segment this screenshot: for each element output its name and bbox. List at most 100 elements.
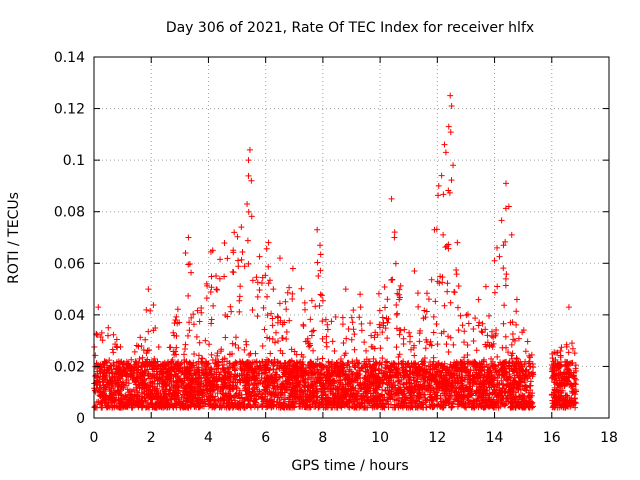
data-point bbox=[499, 381, 506, 388]
data-point bbox=[398, 376, 405, 383]
data-point bbox=[305, 370, 312, 377]
data-point bbox=[419, 361, 426, 368]
data-point bbox=[241, 402, 248, 409]
data-point bbox=[350, 307, 357, 314]
data-point bbox=[298, 285, 305, 292]
data-point bbox=[499, 395, 506, 402]
data-point bbox=[500, 400, 507, 407]
data-point bbox=[94, 332, 101, 339]
data-point bbox=[191, 351, 198, 358]
data-point bbox=[323, 339, 330, 346]
data-point bbox=[256, 370, 263, 377]
data-point bbox=[259, 358, 266, 365]
data-point bbox=[368, 332, 375, 339]
data-point bbox=[155, 343, 162, 350]
data-point bbox=[383, 315, 390, 322]
data-point bbox=[411, 372, 418, 379]
data-point bbox=[196, 339, 203, 346]
data-point bbox=[235, 263, 242, 270]
data-point bbox=[248, 364, 255, 371]
data-point bbox=[363, 396, 370, 403]
data-point bbox=[511, 363, 518, 370]
data-point bbox=[318, 362, 325, 369]
data-point bbox=[375, 290, 382, 297]
data-point bbox=[356, 314, 363, 321]
data-point bbox=[99, 337, 106, 344]
data-point bbox=[144, 362, 151, 369]
data-point bbox=[350, 398, 357, 405]
data-point bbox=[302, 365, 309, 372]
data-point bbox=[308, 332, 315, 339]
data-point bbox=[416, 338, 423, 345]
data-point bbox=[444, 280, 451, 287]
data-point bbox=[200, 370, 207, 377]
data-point bbox=[400, 364, 407, 371]
data-point bbox=[398, 360, 405, 367]
data-point bbox=[301, 299, 308, 306]
data-point bbox=[253, 392, 260, 399]
data-point bbox=[259, 391, 266, 398]
data-point bbox=[208, 320, 215, 327]
data-point bbox=[367, 320, 374, 327]
data-point bbox=[502, 275, 509, 282]
data-point bbox=[337, 356, 344, 363]
data-point bbox=[225, 403, 232, 410]
data-point bbox=[318, 292, 325, 299]
data-point bbox=[441, 302, 448, 309]
data-point bbox=[137, 334, 144, 341]
data-point bbox=[208, 316, 215, 323]
data-point bbox=[423, 336, 430, 343]
data-point bbox=[373, 394, 380, 401]
data-point bbox=[435, 192, 442, 199]
data-point bbox=[383, 368, 390, 375]
data-point bbox=[199, 367, 206, 373]
data-point bbox=[288, 346, 295, 353]
data-point bbox=[412, 360, 419, 367]
data-point bbox=[246, 390, 253, 397]
data-point bbox=[455, 327, 462, 334]
data-point bbox=[224, 255, 231, 262]
data-point bbox=[450, 341, 457, 348]
data-point bbox=[448, 403, 455, 410]
data-point bbox=[249, 388, 256, 395]
data-point bbox=[447, 334, 454, 341]
data-point bbox=[513, 308, 520, 315]
data-point bbox=[271, 384, 278, 391]
data-point bbox=[492, 366, 499, 373]
data-point bbox=[363, 347, 370, 354]
data-point bbox=[115, 387, 122, 394]
data-point bbox=[186, 319, 193, 326]
data-point bbox=[181, 375, 188, 382]
data-point bbox=[434, 341, 441, 348]
data-point bbox=[341, 376, 348, 383]
data-point bbox=[401, 372, 408, 379]
data-point bbox=[190, 311, 197, 318]
data-point bbox=[256, 253, 263, 260]
data-point bbox=[340, 339, 347, 346]
data-point bbox=[522, 348, 529, 355]
data-point bbox=[237, 283, 244, 290]
data-point bbox=[561, 371, 568, 378]
data-point bbox=[447, 394, 454, 401]
data-point bbox=[269, 360, 276, 367]
data-point bbox=[277, 347, 284, 354]
data-point bbox=[376, 307, 383, 314]
data-point bbox=[422, 399, 429, 406]
data-point bbox=[343, 335, 350, 342]
data-point bbox=[175, 378, 182, 385]
data-point bbox=[248, 213, 255, 220]
data-point bbox=[526, 399, 533, 406]
data-point bbox=[254, 279, 261, 286]
data-point bbox=[260, 304, 267, 311]
data-point bbox=[216, 371, 223, 378]
data-point bbox=[281, 319, 288, 326]
data-point bbox=[263, 245, 270, 252]
data-point bbox=[95, 388, 102, 395]
data-point bbox=[453, 266, 460, 273]
data-point bbox=[167, 387, 174, 394]
data-point bbox=[393, 325, 400, 332]
data-point bbox=[254, 293, 261, 300]
data-point bbox=[307, 316, 314, 323]
data-point bbox=[332, 314, 339, 321]
data-point bbox=[253, 274, 260, 281]
